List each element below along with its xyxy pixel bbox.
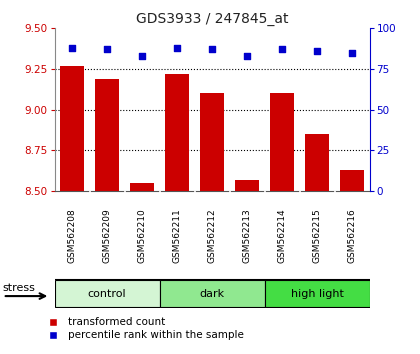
Bar (265, 280, 370, 307)
Text: GSM562210: GSM562210 (138, 208, 147, 263)
Title: GDS3933 / 247845_at: GDS3933 / 247845_at (136, 12, 289, 26)
Text: GSM562209: GSM562209 (102, 208, 112, 263)
Point (349, 50, 355, 56)
Point (279, 47, 286, 52)
Bar (55, 280, 160, 307)
Point (174, 45, 181, 51)
Text: high light: high light (291, 289, 344, 299)
Bar (160, 280, 265, 307)
Bar (305, 134, 329, 191)
Bar (95, 79, 119, 191)
Text: GSM562216: GSM562216 (348, 208, 357, 263)
Text: stress: stress (3, 282, 36, 293)
Bar (60, 66, 84, 191)
Text: GSM562213: GSM562213 (243, 208, 252, 263)
Point (104, 47, 110, 52)
Bar (270, 93, 294, 191)
Bar (200, 93, 224, 191)
Text: GSM562211: GSM562211 (173, 208, 181, 263)
Point (314, 48, 320, 54)
Bar (235, 180, 260, 191)
Bar (130, 183, 155, 191)
Text: GSM562208: GSM562208 (68, 208, 76, 263)
Point (209, 47, 215, 52)
Text: control: control (88, 289, 126, 299)
Point (139, 53, 145, 59)
Text: GSM562215: GSM562215 (312, 208, 322, 263)
Text: dark: dark (200, 289, 225, 299)
Legend: transformed count, percentile rank within the sample: transformed count, percentile rank withi… (39, 313, 248, 345)
Text: GSM562212: GSM562212 (207, 208, 217, 263)
Point (69, 45, 76, 51)
Bar (340, 170, 365, 191)
Bar (165, 74, 189, 191)
Text: GSM562214: GSM562214 (278, 208, 286, 263)
Point (244, 53, 250, 59)
